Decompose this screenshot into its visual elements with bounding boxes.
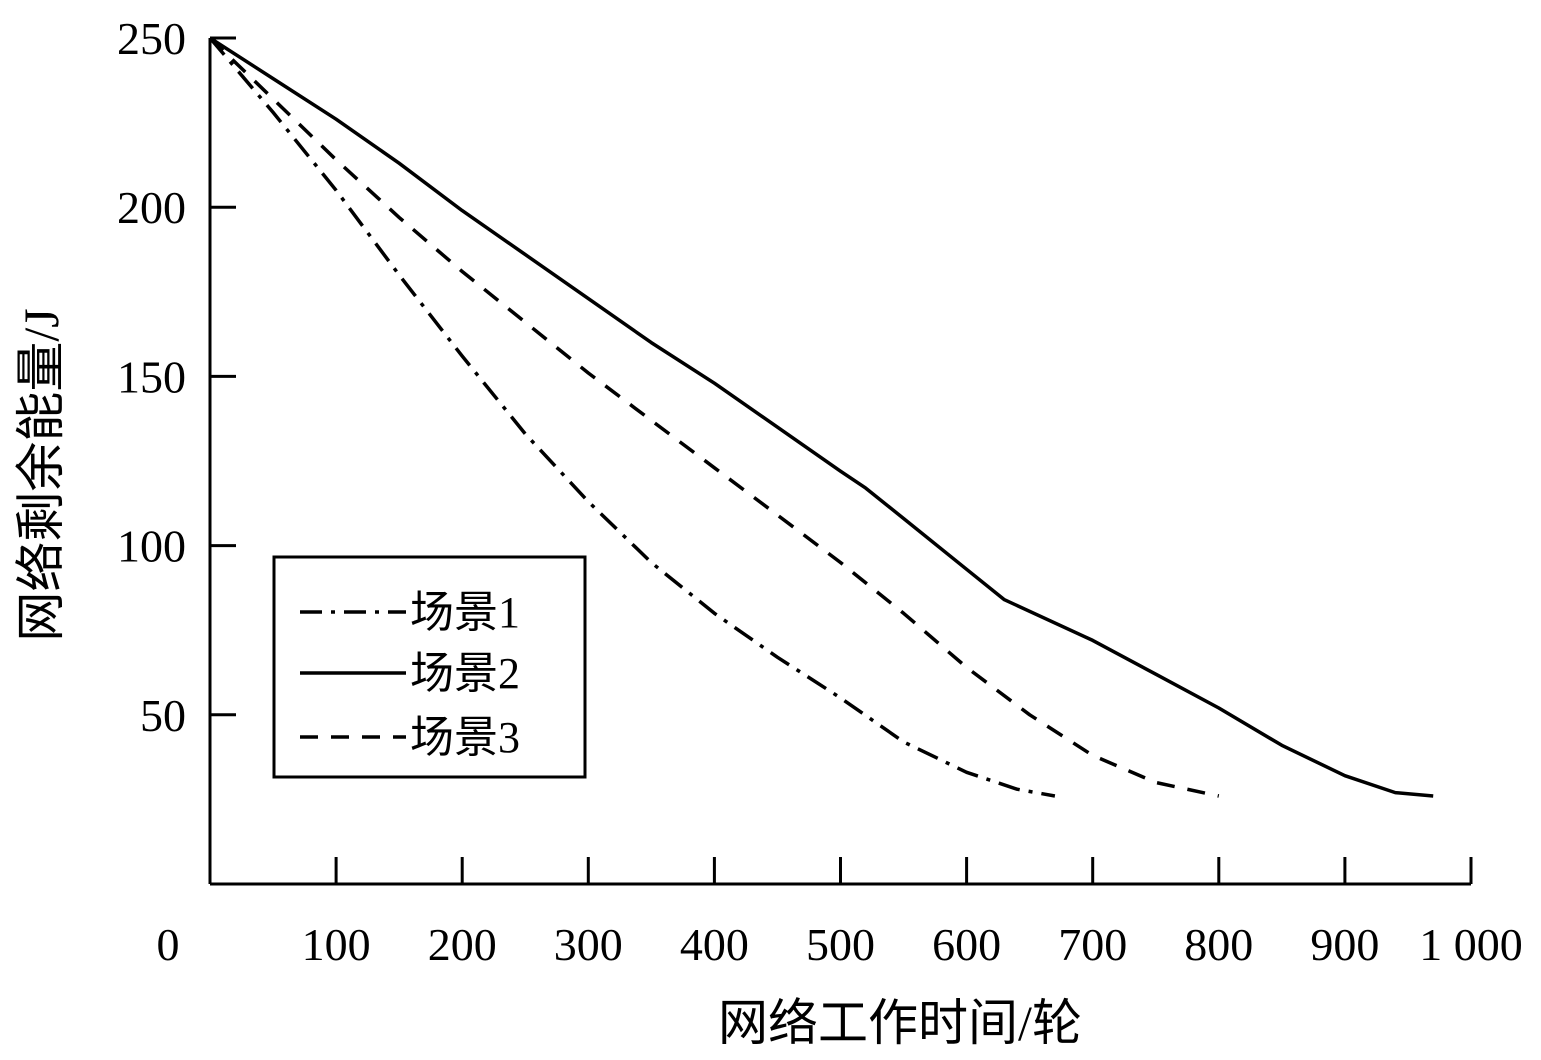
series-line-2: [209, 36, 1434, 798]
y-ticks: 50 100 150 200 250: [117, 13, 236, 741]
y-axis-title: 网络剩余能量/J: [13, 308, 69, 641]
x-tick-label: 1 000: [1419, 919, 1523, 970]
y-tick-label: 150: [117, 351, 186, 402]
y-tick-label: 200: [117, 182, 186, 233]
x-tick-label: 300: [554, 919, 623, 970]
legend: 场景1 场景2 场景3: [272, 555, 587, 779]
x-tick-label: 500: [806, 919, 875, 970]
x-origin-tick-label: 0: [157, 919, 180, 970]
x-tick-label: 600: [932, 919, 1001, 970]
x-tick-label: 200: [428, 919, 497, 970]
series-line-1: [208, 36, 1056, 798]
series-layer: [208, 36, 1434, 798]
x-ticks: 100 200 300 400 500 600 700 800 900 1 000: [302, 857, 1523, 970]
legend-label-1: 场景1: [410, 588, 520, 637]
y-tick-label: 100: [117, 521, 186, 572]
x-tick-label: 700: [1058, 919, 1127, 970]
x-axis-title: 网络工作时间/轮: [718, 995, 1082, 1051]
x-tick-label: 900: [1310, 919, 1379, 970]
legend-label-2: 场景2: [410, 649, 520, 698]
x-tick-label: 800: [1184, 919, 1253, 970]
x-tick-label: 100: [302, 919, 371, 970]
x-tick-label: 400: [680, 919, 749, 970]
y-tick-label: 250: [117, 13, 186, 64]
y-tick-label: 50: [140, 690, 186, 741]
legend-box: [272, 555, 587, 779]
legend-label-3: 场景3: [410, 713, 520, 762]
series-line-3: [208, 36, 1220, 798]
